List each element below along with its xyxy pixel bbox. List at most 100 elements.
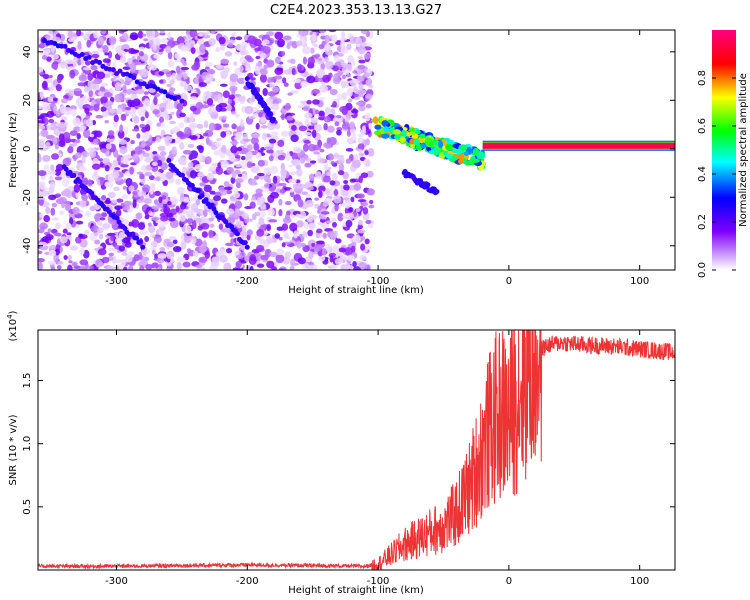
spectrogram-cell [120, 155, 129, 164]
spectrogram-cell [176, 65, 181, 75]
spectrogram-streak-cell [268, 111, 274, 117]
spectrogram-cell [344, 79, 349, 88]
spectrogram-streak-cell [425, 182, 431, 188]
spectrogram-cell [364, 238, 370, 245]
spectrogram-cell [289, 171, 297, 176]
spectrogram-cell [230, 238, 235, 244]
spectrogram-cell [213, 195, 222, 202]
spectrogram-cell [345, 158, 352, 164]
spectrogram-cell [269, 251, 278, 258]
spectrogram-cell [149, 212, 155, 217]
spectrogram-cell [357, 148, 362, 153]
spectrogram-streak-cell [175, 94, 181, 100]
spectrogram-cell [95, 114, 104, 119]
spectrogram-cell [297, 257, 306, 265]
spectrogram-cell [119, 124, 124, 133]
spectrogram-cell [38, 197, 44, 206]
spectrogram-transition-cell [471, 158, 480, 163]
spectrogram-cell [85, 86, 92, 92]
spectrogram-cell [124, 242, 132, 248]
spectrogram-cell [166, 253, 172, 260]
spectrogram-cell [53, 253, 59, 263]
spectrogram-cell [234, 155, 241, 159]
spectrogram-cell [127, 99, 133, 108]
spectrogram-cell [289, 188, 294, 193]
spectrogram-cell [234, 113, 240, 118]
spectrogram-cell [191, 64, 200, 71]
spectrogram-cell [266, 59, 275, 68]
spectrogram-cell [158, 51, 164, 55]
spectrogram-cell [234, 207, 241, 216]
spectrogram-cell [368, 204, 375, 209]
spectrogram-streak-cell [89, 190, 95, 196]
spectrogram-cell [49, 175, 54, 182]
spectrogram-cell [153, 155, 159, 163]
spectrogram-cell [164, 45, 172, 54]
spectrogram-cell [308, 251, 314, 259]
spectrogram-cell [213, 91, 220, 96]
spectrogram-cell [172, 245, 182, 253]
spectrogram-cell [167, 31, 172, 39]
spectrogram-cell [324, 43, 331, 52]
spectrogram-cell [64, 202, 72, 211]
spectrogram-cell [120, 164, 129, 168]
spectrogram-cell [143, 38, 149, 42]
spectrogram-cell [113, 75, 120, 79]
spectrogram-cell [213, 94, 219, 102]
spectrogram-cell [110, 235, 115, 242]
spectrogram-cell [53, 63, 58, 71]
spectrogram-cell [274, 56, 281, 64]
spectrogram-cell [268, 155, 274, 162]
spectrogram-cell [117, 130, 125, 139]
spectrogram-cell [320, 62, 325, 71]
spectrogram-cell [111, 171, 120, 179]
spectrogram-cell [166, 241, 175, 248]
spectrogram-cell [167, 51, 173, 60]
spectrogram-cell [151, 161, 158, 167]
spectrogram-cell [313, 244, 322, 252]
spectrogram-cell [159, 247, 166, 252]
spectrogram-cell [219, 45, 225, 51]
spectrogram-cell [284, 251, 292, 259]
spectrogram-transition-cell [415, 129, 421, 135]
spectrogram-streak-cell [141, 81, 147, 87]
spectrogram-transition-cell [413, 139, 421, 146]
spectrogram-streak-cell [180, 172, 186, 178]
spectrogram-cell [260, 52, 267, 59]
spectrogram-cell [307, 56, 316, 65]
spectrogram-cell [249, 265, 254, 270]
spectrogram-cell [317, 157, 326, 164]
spectrogram-cell [333, 195, 342, 204]
spectrogram-cell [235, 260, 242, 268]
spectrogram-cell [319, 84, 329, 93]
spectrogram-cell [93, 103, 100, 112]
spectrogram-cell [44, 35, 51, 39]
spectrogram-cell [38, 262, 43, 270]
spectrogram-cell [326, 220, 332, 224]
snr-x-ticks: -300 -200 -100 0 100 [105, 330, 649, 587]
spectrogram-cell [176, 186, 186, 196]
spectrogram-cell [338, 163, 345, 172]
spectrogram-cell [189, 96, 198, 101]
spectrogram-cell [137, 107, 146, 117]
spectrogram-cell [288, 178, 297, 184]
spectrogram-cell [358, 59, 366, 64]
spectrogram-cell [79, 259, 89, 266]
spectrogram-cell [100, 96, 108, 104]
spectrogram-cell [314, 197, 320, 201]
spectrogram-cell [258, 217, 265, 226]
spectrogram-streak-cell [77, 179, 83, 185]
spectrogram-cell [222, 90, 230, 99]
spectrogram-cell [188, 154, 194, 161]
spectrogram-cell [269, 131, 279, 137]
spectrogram-cell [291, 158, 301, 167]
spectrogram-cell [140, 68, 149, 78]
spectrogram-transition-cell [472, 148, 479, 156]
spectrogram-cell [346, 254, 355, 262]
spectrogram-cell [200, 142, 205, 147]
spectrogram-cell [191, 235, 197, 245]
spectrogram-cell [105, 197, 111, 204]
spectrogram-cell [290, 258, 296, 267]
spectrogram-cell [211, 256, 220, 264]
spectrogram-cell [59, 60, 67, 69]
